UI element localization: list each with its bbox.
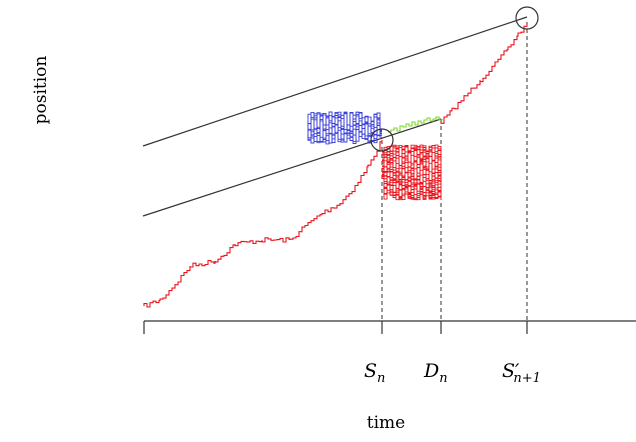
hit-circle-sn1 — [515, 6, 539, 30]
main-walk-to-sn1 — [440, 24, 528, 124]
y-axis-label: position — [31, 56, 51, 125]
main-walk-to-sn — [143, 140, 383, 308]
red-excursion-trace — [382, 145, 442, 198]
tick-label-sn: Sn — [364, 360, 385, 386]
upper-boundary-line — [142, 16, 528, 147]
green-excursion-trace — [388, 116, 443, 133]
blue-excursion-trace — [307, 111, 382, 144]
walk-paths — [143, 24, 528, 308]
tick-label-sn1: S′n+1 — [502, 360, 541, 386]
hit-circle-sn — [370, 128, 394, 152]
x-axis-label: time — [367, 413, 405, 433]
tick-label-dn: Dn — [423, 360, 448, 386]
blue-excursion-trace — [307, 112, 382, 144]
red-excursion-trace — [382, 145, 442, 200]
